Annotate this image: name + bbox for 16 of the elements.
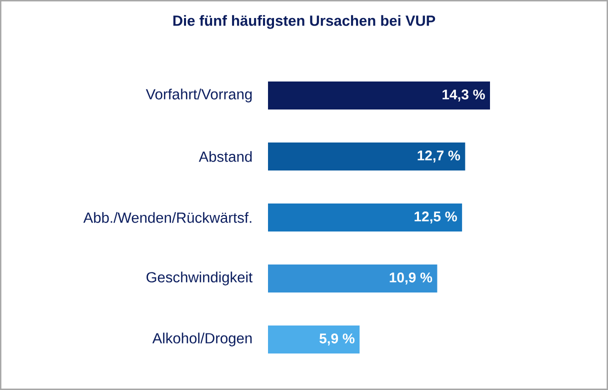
chart-title: Die fünf häufigsten Ursachen bei VUP (173, 15, 436, 29)
data-label: 10,9 % (390, 272, 432, 284)
y-tick-label: Abb./Wenden/Rückwärtsf. (83, 212, 252, 223)
data-label: 12,7 % (418, 150, 460, 162)
bar (268, 264, 438, 292)
bar (268, 204, 462, 232)
data-label: 12,5 % (414, 212, 457, 224)
y-tick-label: Vorfahrt/Vorrang (146, 88, 252, 102)
data-label: 5,9 % (320, 334, 354, 346)
data-label: 14,3 % (442, 90, 485, 102)
y-tick-label: Alkohol/Drogen (152, 332, 252, 346)
bar (268, 326, 360, 354)
bar (268, 142, 466, 170)
y-tick-label: Geschwindigkeit (146, 272, 252, 286)
y-tick-label: Abstand (198, 151, 252, 162)
bar (268, 82, 490, 110)
